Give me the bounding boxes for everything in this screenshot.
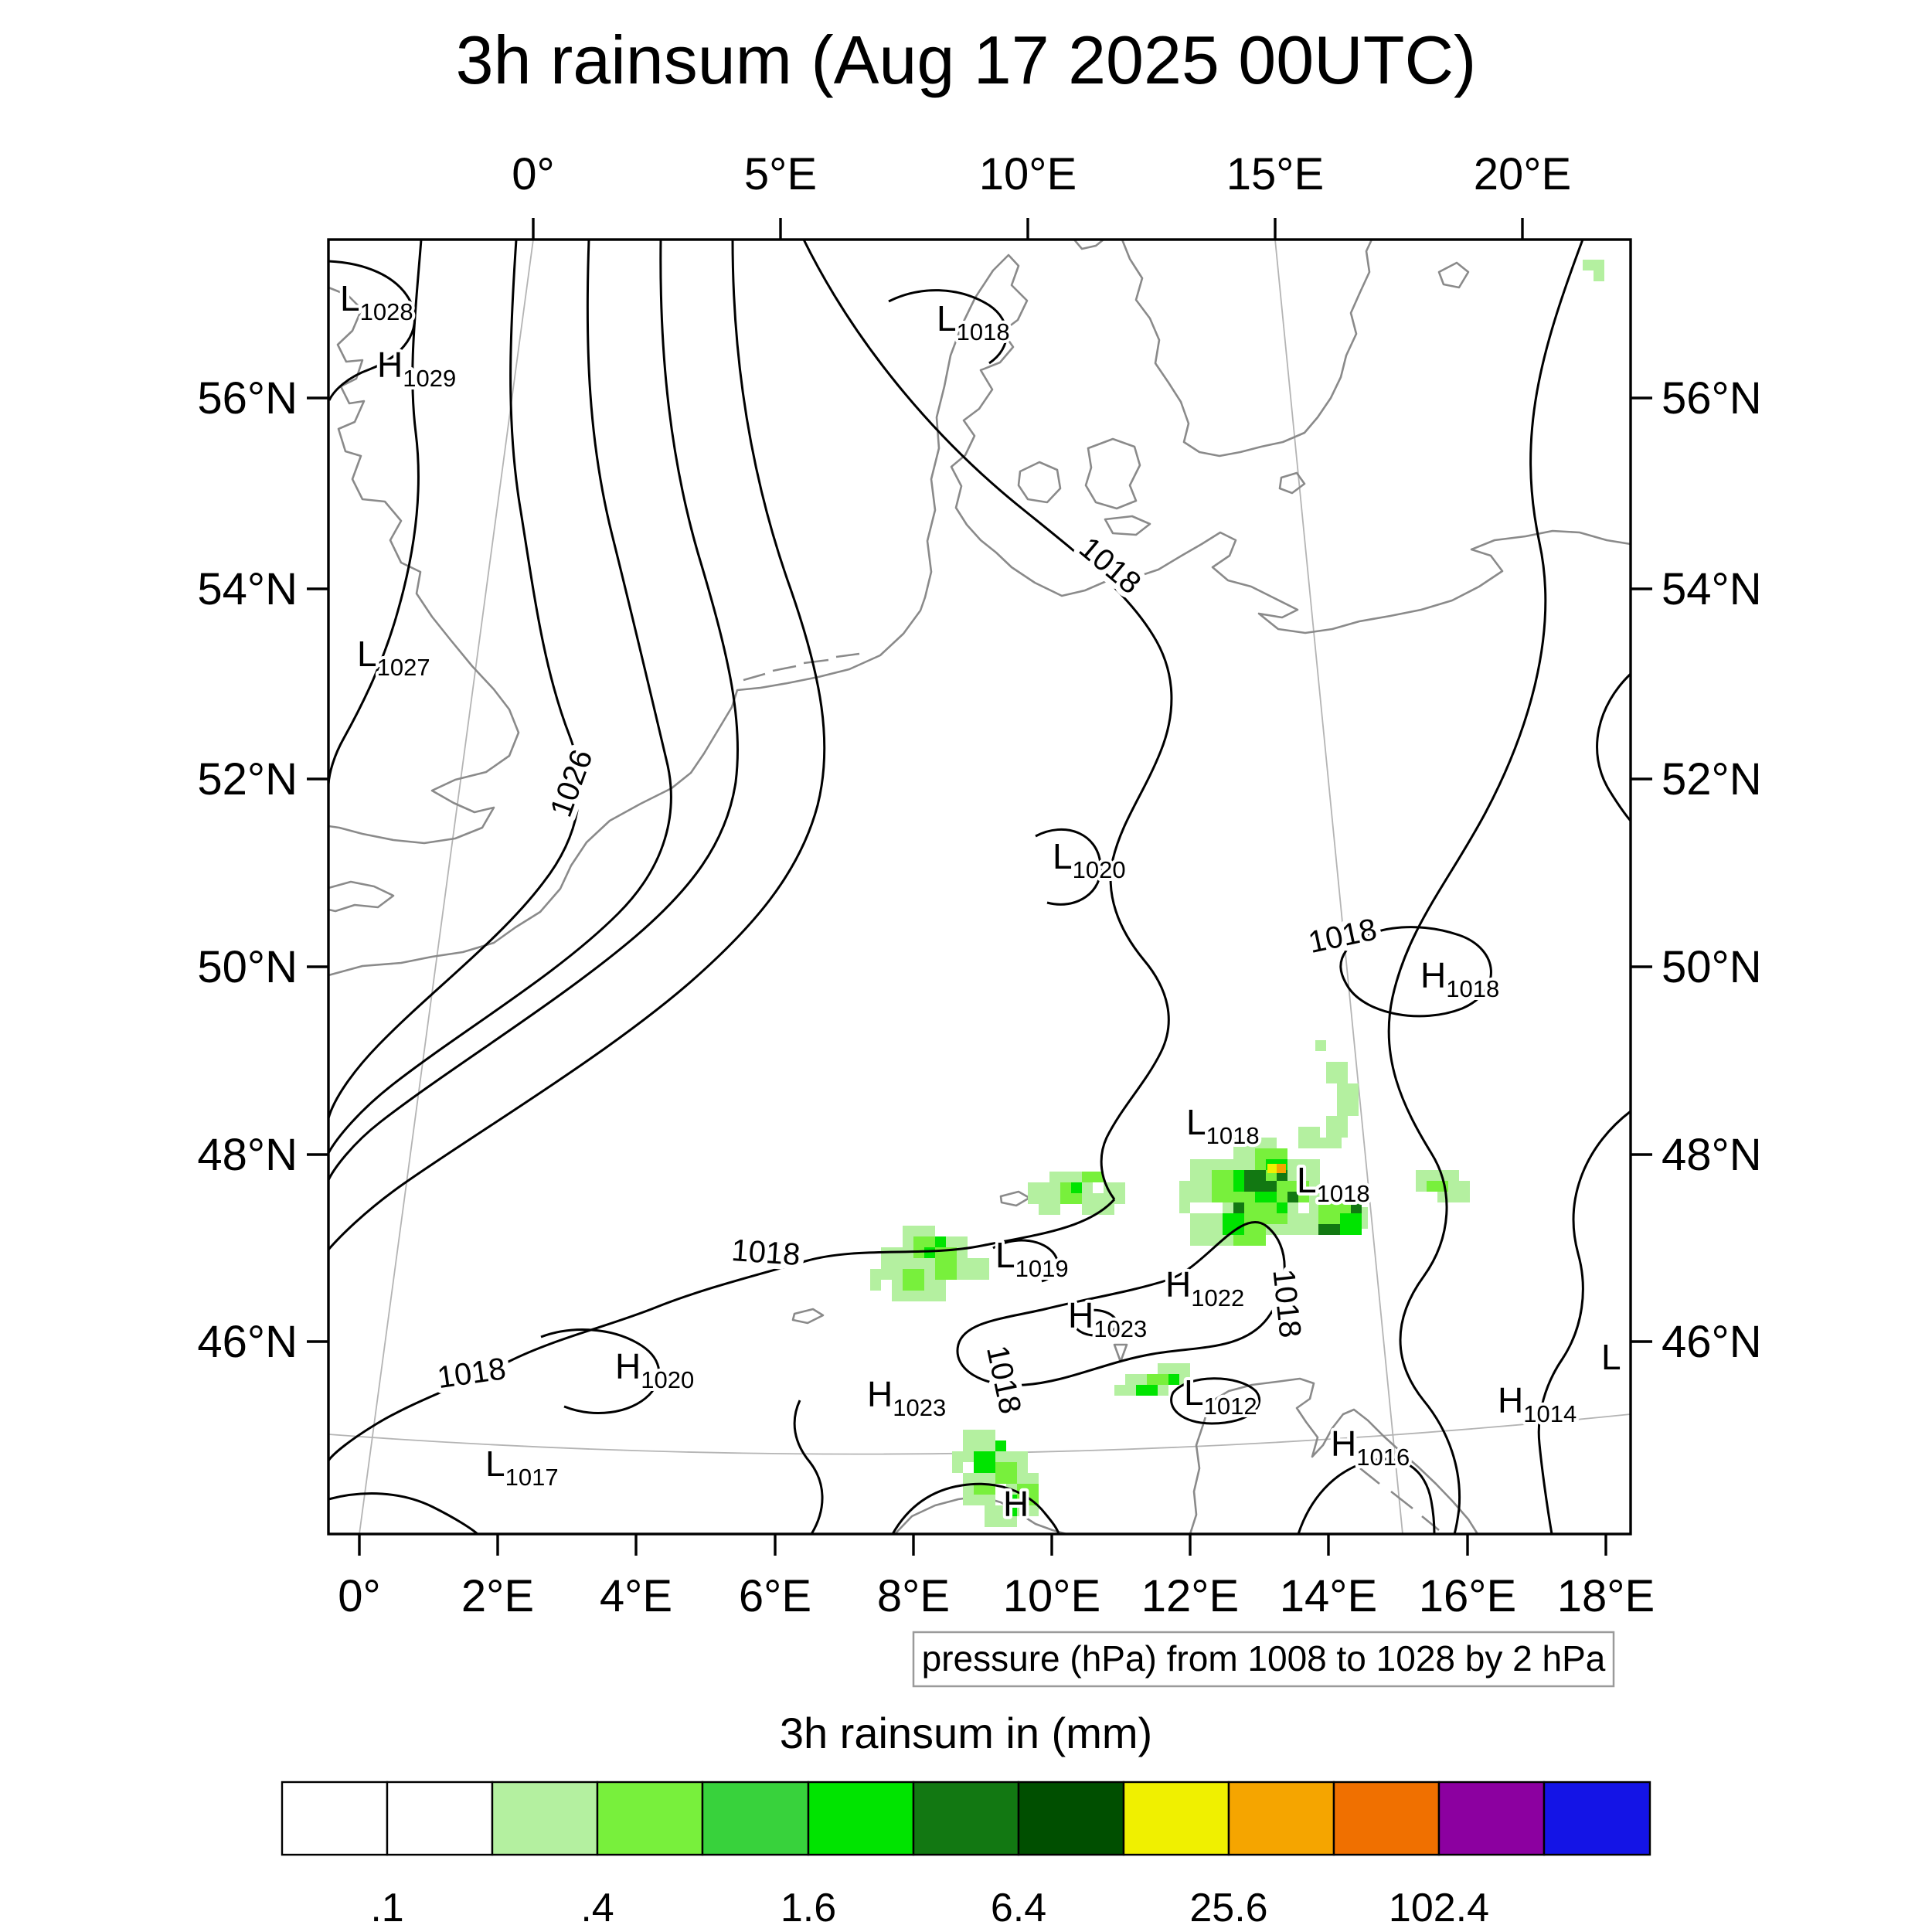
colorbar-tick: 6.4 xyxy=(991,1886,1046,1930)
pressure-center: H1023 xyxy=(1068,1295,1147,1342)
coastline-britain-south xyxy=(328,880,395,913)
map-frame xyxy=(327,238,1632,1536)
axis-label: 2°E xyxy=(461,1571,534,1621)
axis-label: 46°N xyxy=(1662,1317,1762,1367)
axis-label: 48°N xyxy=(197,1130,298,1180)
contour-label: 1018 xyxy=(980,1342,1028,1417)
pressure-center: H1014 xyxy=(1498,1380,1577,1427)
axis-label: 5°E xyxy=(744,149,817,199)
colorbar-tick: 25.6 xyxy=(1189,1886,1267,1930)
contour-label: 1018 xyxy=(1305,913,1379,961)
pressure-center: L1027 xyxy=(357,634,430,681)
rain-light xyxy=(870,260,1604,1527)
colorbar-title: 3h rainsum in (mm) xyxy=(780,1709,1152,1757)
pressure-center: H1029 xyxy=(377,345,456,392)
axis-label: 0° xyxy=(338,1571,380,1621)
contour-label: 1018 xyxy=(730,1233,801,1272)
axis-label: 54°N xyxy=(197,564,298,614)
info-box-text: pressure (hPa) from 1008 to 1028 by 2 hP… xyxy=(922,1638,1606,1679)
rain-yellow xyxy=(1267,1164,1277,1173)
coastline-continent xyxy=(328,253,1631,977)
rain-patches xyxy=(870,260,1604,1527)
axis-label: 10°E xyxy=(979,149,1077,199)
pressure-center: L1018 xyxy=(1297,1160,1370,1207)
pressure-center: L1020 xyxy=(1053,836,1126,883)
pressure-center: L xyxy=(1601,1337,1621,1377)
axis-label: 16°E xyxy=(1419,1571,1516,1621)
pressure-centers: L1028 H1029 L1027 L1018 L1020 H1018 L101… xyxy=(337,275,1624,1527)
left-axis-labels: 56°N 54°N 52°N 50°N 48°N 46°N xyxy=(197,373,298,1367)
coastline-danish-islands xyxy=(1017,437,1306,536)
pressure-center: L1017 xyxy=(485,1444,559,1491)
axis-label: 8°E xyxy=(877,1571,950,1621)
coastline-croatian-islands xyxy=(1359,1467,1440,1532)
axis-label: 56°N xyxy=(197,373,298,423)
coastline-norway-tip xyxy=(1073,238,1104,250)
axis-label: 50°N xyxy=(1662,942,1762,992)
axis-label: 56°N xyxy=(1662,373,1762,423)
axis-label: 18°E xyxy=(1557,1571,1655,1621)
pressure-center: L1019 xyxy=(995,1235,1069,1282)
pressure-center: H1018 xyxy=(1420,955,1499,1002)
colorbar-tick-labels: .1 .4 1.6 6.4 25.6 102.4 xyxy=(370,1886,1489,1930)
coastlines xyxy=(328,238,1631,1536)
axis-label: 0° xyxy=(512,149,554,199)
coastline-sweden xyxy=(1121,239,1373,457)
bottom-axis-labels: 0° 2°E 4°E 6°E 8°E 10°E 12°E 14°E 16°E 1… xyxy=(338,1571,1655,1621)
rain-dark xyxy=(1233,1170,1362,1235)
page-title: 3h rainsum (Aug 17 2025 00UTC) xyxy=(456,22,1477,98)
colorbar-tick: .1 xyxy=(370,1886,403,1930)
graticule xyxy=(328,239,1631,1535)
colorbar-tick: .4 xyxy=(580,1886,614,1930)
axis-label: 4°E xyxy=(600,1571,672,1621)
pressure-center: H xyxy=(1003,1484,1029,1524)
pressure-center: L1018 xyxy=(1186,1102,1260,1149)
pressure-center: H1016 xyxy=(1331,1423,1410,1471)
axis-label: 52°N xyxy=(197,754,298,804)
contour-info-box: pressure (hPa) from 1008 to 1028 by 2 hP… xyxy=(912,1631,1615,1688)
axis-label: 46°N xyxy=(197,1317,298,1367)
axis-label: 10°E xyxy=(1003,1571,1100,1621)
axis-label: 50°N xyxy=(197,942,298,992)
rain-orange xyxy=(1277,1164,1286,1173)
contour-label: 1018 xyxy=(1266,1267,1307,1339)
colorbar: 3h rainsum in (mm) .1 .4 1.6 6.4 25.6 10… xyxy=(281,1709,1651,1930)
coastline-britain xyxy=(328,286,520,845)
coastline-gotland xyxy=(1437,261,1470,289)
axis-label: 12°E xyxy=(1141,1571,1239,1621)
pressure-center: H1022 xyxy=(1165,1264,1244,1311)
pressure-center: H1023 xyxy=(867,1374,946,1421)
pressure-center: L1012 xyxy=(1184,1372,1257,1420)
info-box-border xyxy=(912,1631,1615,1688)
colorbar-tick: 102.4 xyxy=(1389,1886,1489,1930)
axis-label: 54°N xyxy=(1662,564,1762,614)
pressure-center: L1028 xyxy=(340,278,413,325)
coastline-wadden-islands xyxy=(743,652,860,682)
isobars xyxy=(327,239,1632,1536)
axis-label: 48°N xyxy=(1662,1130,1762,1180)
axis-label: 15°E xyxy=(1226,149,1324,199)
axis-label: 14°E xyxy=(1280,1571,1377,1621)
right-axis-labels: 56°N 54°N 52°N 50°N 48°N 46°N xyxy=(1662,373,1762,1367)
colorbar-tick: 1.6 xyxy=(781,1886,836,1930)
pressure-center: L1018 xyxy=(937,298,1010,345)
contour-label: 1018 xyxy=(435,1352,508,1395)
axis-label: 20°E xyxy=(1474,149,1571,199)
coastline-adriatic xyxy=(1189,1377,1479,1535)
contour-label: 1026 xyxy=(544,745,600,821)
axis-label: 6°E xyxy=(739,1571,811,1621)
alpine-lakes xyxy=(791,1190,1128,1363)
colorbar-cells xyxy=(281,1781,1651,1856)
pressure-center: H1020 xyxy=(615,1346,694,1393)
axis-label: 52°N xyxy=(1662,754,1762,804)
axis-ticks xyxy=(307,218,1652,1556)
top-axis-labels: 0° 5°E 10°E 15°E 20°E xyxy=(512,149,1571,199)
